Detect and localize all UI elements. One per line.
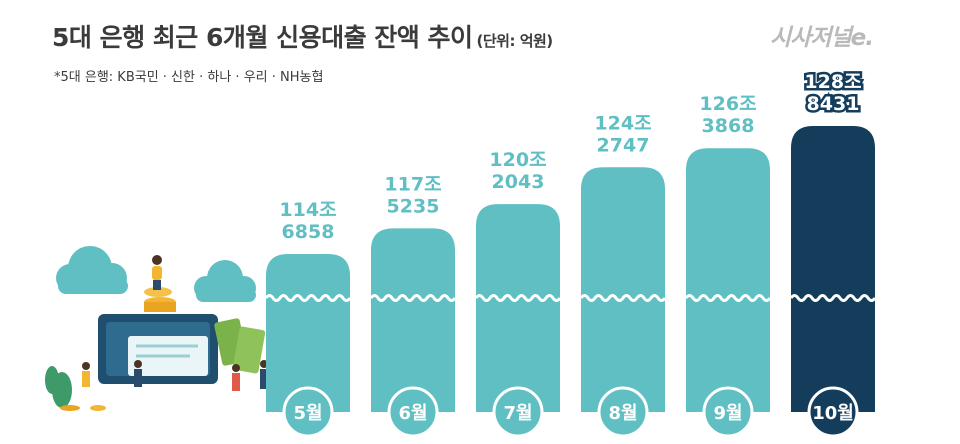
value-label-4-line-2: 2747 — [597, 134, 650, 156]
value-label-3-line-2: 2043 — [492, 171, 545, 193]
coin-stack-icon — [144, 287, 176, 312]
bar-2 — [371, 228, 455, 412]
month-badge-2 — [387, 386, 439, 438]
axis-break-wave-4 — [579, 294, 667, 302]
value-label-4-line-1: 124조 — [594, 112, 651, 134]
finance-illustration — [45, 246, 268, 411]
bar-4 — [581, 167, 665, 412]
value-label-1-line-2: 6858 — [282, 221, 335, 243]
value-label-6-line-2: 8431 — [807, 93, 860, 115]
banknote-icon — [214, 318, 266, 374]
value-label-5-line-1: 126조 — [699, 93, 756, 115]
month-badge-1 — [282, 386, 334, 438]
axis-break-wave-2 — [369, 294, 457, 302]
person-icon — [152, 255, 162, 290]
value-label-6-line-1: 128조 — [804, 71, 861, 93]
footnote: *5대 은행: KB국민 · 신한 · 하나 · 우리 · NH농협 — [54, 70, 324, 85]
plant-icon — [45, 366, 72, 408]
bar-5 — [686, 148, 770, 412]
month-badge-3 — [492, 386, 544, 438]
chart-title: 5대 은행 최근 6개월 신용대출 잔액 추이 (단위: 억원) — [52, 18, 553, 54]
value-label-3-line-1: 120조 — [489, 149, 546, 171]
bar-6 — [791, 126, 875, 412]
publisher-logo: 시사저널e. — [770, 25, 874, 51]
month-badge-4 — [597, 386, 649, 438]
month-label-4: 8월 — [608, 403, 637, 424]
value-label-1-line-1: 114조 — [279, 199, 336, 221]
axis-break-wave-6 — [789, 294, 877, 302]
value-label-2-line-2: 5235 — [387, 195, 440, 217]
coins-icon — [60, 405, 106, 411]
value-label-5-line-2: 3868 — [702, 115, 755, 137]
cloud-icon — [56, 246, 128, 294]
bar-1 — [266, 254, 350, 412]
axis-break-wave-1 — [264, 294, 352, 302]
month-label-5: 9월 — [713, 403, 742, 424]
bar-3 — [476, 204, 560, 412]
month-badge-5 — [702, 386, 754, 438]
month-label-1: 5월 — [293, 403, 322, 424]
cloud-icon-2 — [194, 260, 256, 302]
value-label-2-line-1: 117조 — [384, 173, 441, 195]
axis-break-wave-3 — [474, 294, 562, 302]
month-badge-6 — [807, 386, 859, 438]
month-label-6: 10월 — [812, 403, 854, 424]
month-label-3: 7월 — [503, 403, 532, 424]
unit-label: (단위: 억원) — [476, 32, 554, 50]
month-label-2: 6월 — [398, 403, 427, 424]
wallet-icon — [98, 314, 218, 384]
axis-break-wave-5 — [684, 294, 772, 302]
title-text: 5대 은행 최근 6개월 신용대출 잔액 추이 — [52, 23, 473, 52]
